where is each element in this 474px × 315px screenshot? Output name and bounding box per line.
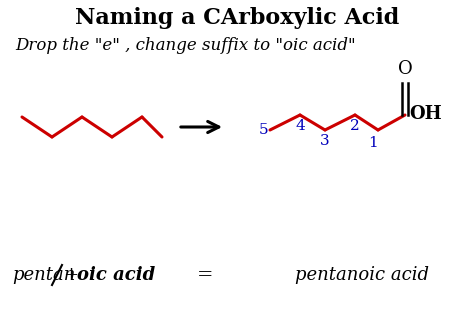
Text: +: + <box>64 266 85 284</box>
Text: oic acid: oic acid <box>77 266 155 284</box>
Text: 2: 2 <box>350 119 360 133</box>
Text: O: O <box>398 60 412 78</box>
Text: =: = <box>197 266 213 284</box>
Text: Drop the "e" , change suffix to "oic acid": Drop the "e" , change suffix to "oic aci… <box>15 37 356 54</box>
Text: pentan: pentan <box>12 266 75 284</box>
Text: 4: 4 <box>295 119 305 133</box>
Text: OH: OH <box>409 105 442 123</box>
Text: Naming a CArboxylic Acid: Naming a CArboxylic Acid <box>75 7 399 29</box>
Text: 5: 5 <box>258 123 268 137</box>
Text: 1: 1 <box>368 136 378 150</box>
Text: pentanoic acid: pentanoic acid <box>295 266 429 284</box>
Text: 3: 3 <box>320 134 330 148</box>
